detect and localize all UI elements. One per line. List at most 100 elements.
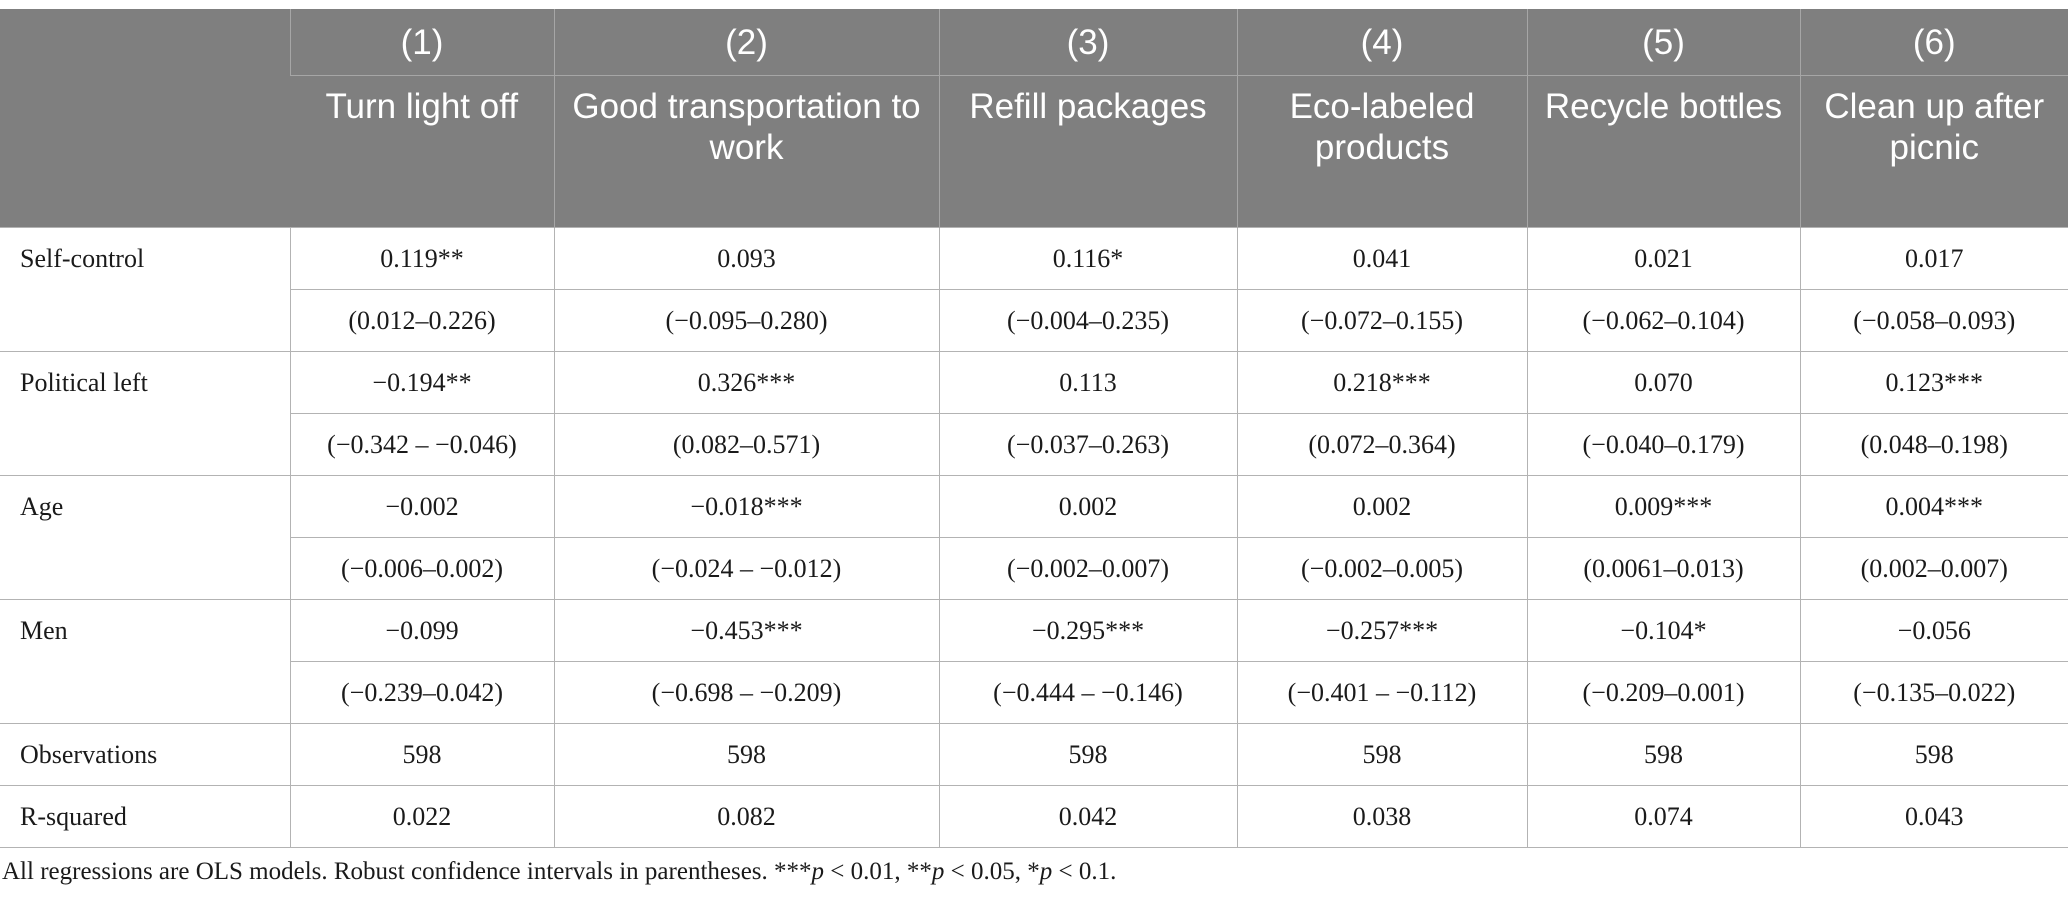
column-number: (2) xyxy=(553,9,939,76)
summary-cell: 598 xyxy=(1236,723,1528,786)
interval-cell: (−0.024 – −0.012) xyxy=(553,537,940,600)
interval-cell: (−0.095–0.280) xyxy=(553,289,940,352)
table-row-summary: R-squared 0.022 0.082 0.042 0.038 0.074 … xyxy=(0,785,2068,848)
interval-cell: (0.012–0.226) xyxy=(289,289,555,352)
summary-cell: 598 xyxy=(553,723,940,786)
coefficient-cell: −0.295*** xyxy=(938,599,1238,662)
coefficient-cell: 0.017 xyxy=(1799,227,2068,290)
table-footnote: All regressions are OLS models. Robust c… xyxy=(2,858,1116,886)
coefficient-cell: 0.004*** xyxy=(1799,475,2068,538)
footnote-p-symbol: p xyxy=(931,858,945,885)
footnote-p-symbol: p xyxy=(1039,858,1053,885)
column-name: Clean up after picnic xyxy=(1799,75,2068,228)
interval-cell: (−0.401 – −0.112) xyxy=(1236,661,1528,724)
coefficient-cell: −0.194** xyxy=(289,351,555,414)
footnote-text: All regressions are OLS models. Robust c… xyxy=(2,858,812,885)
row-label: Political left xyxy=(0,351,291,476)
header-corner-cell xyxy=(0,9,290,228)
interval-cell: (−0.002–0.005) xyxy=(1236,537,1528,600)
interval-cell: (−0.058–0.093) xyxy=(1799,289,2068,352)
table-row-coefficient: Age −0.002 −0.018*** 0.002 0.002 0.009**… xyxy=(0,475,2068,600)
coefficient-cell: 0.218*** xyxy=(1236,351,1528,414)
table-row-interval: (0.012–0.226) (−0.095–0.280) (−0.004–0.2… xyxy=(0,289,2068,352)
summary-cell: 598 xyxy=(938,723,1238,786)
interval-cell: (−0.072–0.155) xyxy=(1236,289,1528,352)
table-row-interval: (−0.239–0.042) (−0.698 – −0.209) (−0.444… xyxy=(0,661,2068,724)
coefficient-cell: 0.009*** xyxy=(1526,475,1801,538)
coefficient-cell: 0.093 xyxy=(553,227,940,290)
coefficient-cell: −0.104* xyxy=(1526,599,1801,662)
table-row-interval: (−0.342 – −0.046) (0.082–0.571) (−0.037–… xyxy=(0,413,2068,476)
table-header: (1) (2) (3) (4) (5) (6) Turn light off G… xyxy=(0,9,2068,228)
table-row-summary: Observations 598 598 598 598 598 598 xyxy=(0,723,2068,786)
interval-cell: (0.048–0.198) xyxy=(1799,413,2068,476)
row-label: Self-control xyxy=(0,227,291,352)
interval-cell: (−0.062–0.104) xyxy=(1526,289,1801,352)
summary-cell: 0.038 xyxy=(1236,785,1528,848)
header-number-row: (1) (2) (3) (4) (5) (6) xyxy=(0,9,2068,228)
table-row-interval: (−0.006–0.002) (−0.024 – −0.012) (−0.002… xyxy=(0,537,2068,600)
interval-cell: (−0.209–0.001) xyxy=(1526,661,1801,724)
interval-cell: (−0.239–0.042) xyxy=(289,661,555,724)
summary-cell: 0.043 xyxy=(1799,785,2068,848)
coefficient-cell: 0.070 xyxy=(1526,351,1801,414)
interval-cell: (−0.698 – −0.209) xyxy=(553,661,940,724)
table-row-coefficient: Men −0.099 −0.453*** −0.295*** −0.257***… xyxy=(0,599,2068,724)
interval-cell: (−0.444 – −0.146) xyxy=(938,661,1238,724)
coefficient-cell: 0.113 xyxy=(938,351,1238,414)
column-name: Recycle bottles xyxy=(1526,75,1800,228)
row-label: Men xyxy=(0,599,291,724)
coefficient-cell: 0.002 xyxy=(938,475,1238,538)
coefficient-cell: −0.056 xyxy=(1799,599,2068,662)
coefficient-cell: 0.041 xyxy=(1236,227,1528,290)
column-name: Turn light off xyxy=(290,75,554,228)
footnote-text: < 0.1. xyxy=(1052,858,1117,885)
regression-table-container: (1) (2) (3) (4) (5) (6) Turn light off G… xyxy=(0,9,2068,848)
footnote-text: < 0.05, * xyxy=(944,858,1040,885)
row-label: Observations xyxy=(0,723,291,786)
header-name-row: Turn light off Good transportation to wo… xyxy=(0,75,2068,228)
summary-cell: 0.042 xyxy=(938,785,1238,848)
interval-cell: (−0.006–0.002) xyxy=(289,537,555,600)
summary-cell: 0.022 xyxy=(289,785,555,848)
footnote-text: < 0.01, ** xyxy=(824,858,932,885)
row-label: Age xyxy=(0,475,291,600)
summary-cell: 0.074 xyxy=(1526,785,1801,848)
regression-table: (1) (2) (3) (4) (5) (6) Turn light off G… xyxy=(0,9,2068,848)
interval-cell: (0.0061–0.013) xyxy=(1526,537,1801,600)
coefficient-cell: 0.116* xyxy=(938,227,1238,290)
interval-cell: (0.002–0.007) xyxy=(1799,537,2068,600)
table-body: Self-control 0.119** 0.093 0.116* 0.041 … xyxy=(0,227,2068,848)
column-name: Good transportation to work xyxy=(553,75,939,228)
column-number: (6) xyxy=(1799,9,2068,76)
summary-cell: 0.082 xyxy=(553,785,940,848)
interval-cell: (−0.135–0.022) xyxy=(1799,661,2068,724)
column-number: (1) xyxy=(289,9,554,76)
summary-cell: 598 xyxy=(1799,723,2068,786)
column-number: (5) xyxy=(1526,9,1800,76)
coefficient-cell: −0.257*** xyxy=(1236,599,1528,662)
coefficient-cell: 0.021 xyxy=(1526,227,1801,290)
coefficient-cell: 0.119** xyxy=(289,227,555,290)
summary-cell: 598 xyxy=(1526,723,1801,786)
coefficient-cell: 0.326*** xyxy=(553,351,940,414)
interval-cell: (−0.002–0.007) xyxy=(938,537,1238,600)
interval-cell: (−0.037–0.263) xyxy=(938,413,1238,476)
interval-cell: (−0.342 – −0.046) xyxy=(289,413,555,476)
coefficient-cell: −0.002 xyxy=(289,475,555,538)
table-row-coefficient: Political left −0.194** 0.326*** 0.113 0… xyxy=(0,351,2068,476)
summary-cell: 598 xyxy=(289,723,555,786)
coefficient-cell: 0.123*** xyxy=(1799,351,2068,414)
interval-cell: (0.082–0.571) xyxy=(553,413,940,476)
interval-cell: (−0.004–0.235) xyxy=(938,289,1238,352)
interval-cell: (−0.040–0.179) xyxy=(1526,413,1801,476)
interval-cell: (0.072–0.364) xyxy=(1236,413,1528,476)
column-number: (3) xyxy=(938,9,1237,76)
column-name: Refill packages xyxy=(938,75,1237,228)
coefficient-cell: 0.002 xyxy=(1236,475,1528,538)
column-name: Eco-labeled products xyxy=(1236,75,1527,228)
footnote-p-symbol: p xyxy=(811,858,825,885)
coefficient-cell: −0.099 xyxy=(289,599,555,662)
column-number: (4) xyxy=(1236,9,1527,76)
table-row-coefficient: Self-control 0.119** 0.093 0.116* 0.041 … xyxy=(0,227,2068,352)
